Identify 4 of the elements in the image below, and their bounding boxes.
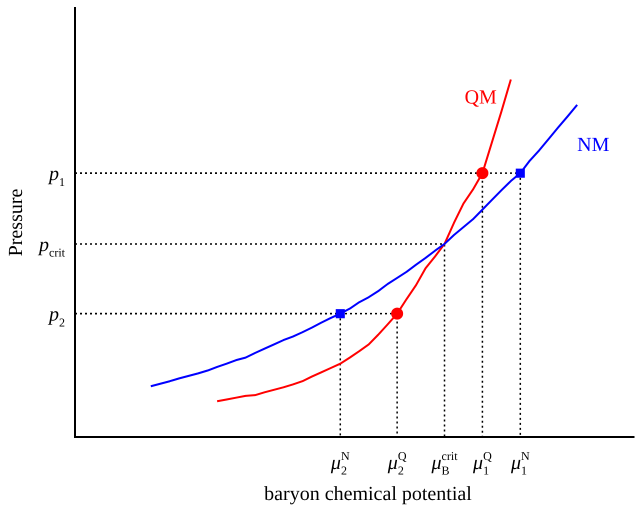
- y-axis-title: Pressure: [5, 188, 27, 256]
- series-label: NM: [577, 134, 610, 156]
- series-label: QM: [464, 86, 498, 108]
- x-axis-title: baryon chemical potential: [264, 483, 472, 505]
